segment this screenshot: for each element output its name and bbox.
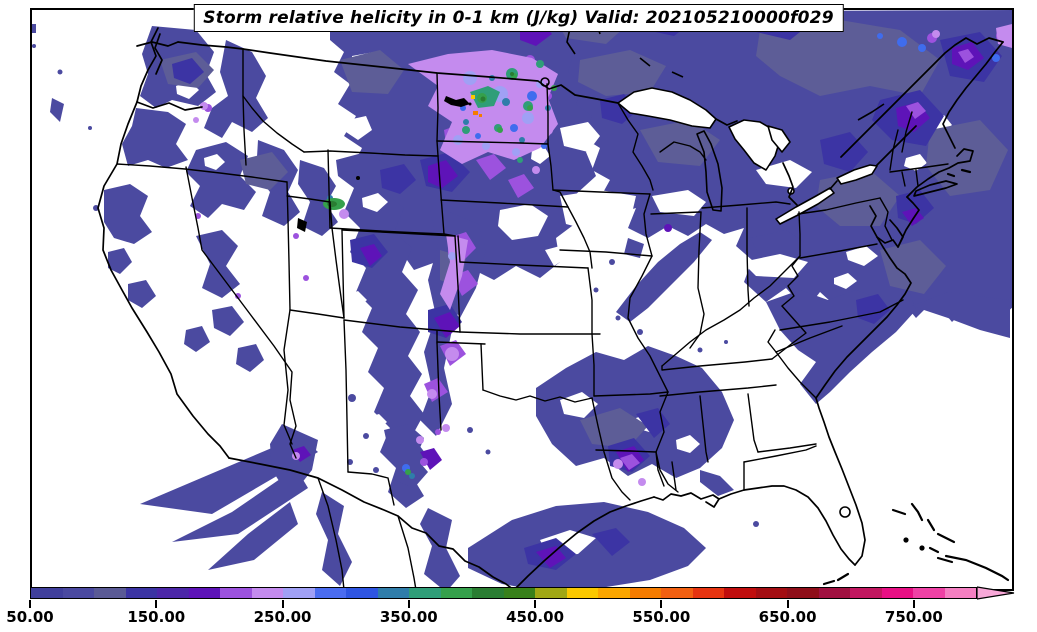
colorbar-tick-label: 350.00 bbox=[379, 608, 438, 626]
colorbar-tick bbox=[155, 600, 158, 608]
colorbar-segment bbox=[850, 588, 882, 598]
colorbar-segment bbox=[503, 588, 535, 598]
lake-okeechobee bbox=[839, 506, 851, 518]
colorbar-segment bbox=[94, 588, 126, 598]
colorbar-segment bbox=[472, 588, 504, 598]
great-lakes bbox=[617, 87, 878, 225]
colorbar-segment bbox=[188, 588, 220, 598]
colorbar-segment bbox=[818, 588, 850, 598]
colorbar-segment bbox=[535, 588, 567, 598]
colorbar-segment bbox=[251, 588, 283, 598]
colorbar-tick bbox=[29, 600, 31, 608]
lake-ontario bbox=[836, 164, 878, 185]
colorbar-segment bbox=[377, 588, 409, 598]
colorbar-segment bbox=[31, 588, 63, 598]
colorbar-tick-label: 50.00 bbox=[6, 608, 54, 626]
colorbar-segment bbox=[724, 588, 756, 598]
helicity-field bbox=[32, 9, 1013, 590]
colorbar-segment bbox=[629, 588, 661, 598]
colorbar-segment bbox=[125, 588, 157, 598]
colorbar-segment bbox=[440, 588, 472, 598]
colorbar-segment bbox=[62, 588, 94, 598]
great-salt-lake bbox=[297, 218, 307, 232]
colorbar-segment bbox=[346, 588, 378, 598]
colorbar-segment bbox=[157, 588, 189, 598]
colorbar-segment bbox=[787, 588, 819, 598]
map-title: Storm relative helicity in 0-1 km (J/kg)… bbox=[193, 4, 844, 32]
colorbar-segment bbox=[283, 588, 315, 598]
colorbar-segment bbox=[598, 588, 630, 598]
helicity-tier-275 bbox=[402, 33, 1000, 472]
colorbar-tick-label: 450.00 bbox=[506, 608, 565, 626]
colorbar-segment bbox=[220, 588, 252, 598]
lake-erie bbox=[775, 187, 835, 225]
colorbar-tick bbox=[534, 600, 537, 608]
lake-huron bbox=[728, 119, 781, 171]
colorbar-segment bbox=[314, 588, 346, 598]
colorbar-tick bbox=[912, 600, 915, 608]
georgian-bay bbox=[767, 125, 791, 153]
colorbar-segment bbox=[566, 588, 598, 598]
colorbar-segment bbox=[913, 588, 945, 598]
fort-peck-lake bbox=[444, 96, 470, 107]
coastline bbox=[97, 27, 1004, 590]
colorbar-segment bbox=[661, 588, 693, 598]
colorbar-tick bbox=[660, 600, 663, 608]
colorbar-tick-label: 250.00 bbox=[253, 608, 312, 626]
colorbar-segment bbox=[944, 588, 976, 598]
yellowstone-lake bbox=[356, 176, 360, 180]
islands bbox=[822, 168, 1010, 586]
colorbar-tick-label: 750.00 bbox=[884, 608, 943, 626]
colorbar-arrow bbox=[977, 586, 1015, 600]
colorbar-segment bbox=[692, 588, 724, 598]
colorbar-segment bbox=[409, 588, 441, 598]
colorbar-tick-label: 550.00 bbox=[632, 608, 691, 626]
helicity-maxima bbox=[471, 95, 482, 117]
colorbar-tick-label: 650.00 bbox=[758, 608, 817, 626]
colorbar-segment bbox=[755, 588, 787, 598]
colorbar-tick bbox=[407, 600, 410, 608]
state-borders bbox=[116, 48, 949, 590]
lake-michigan bbox=[696, 130, 723, 212]
colorbar-tick-label: 150.00 bbox=[127, 608, 186, 626]
colorbar-segment bbox=[881, 588, 913, 598]
colorbar-tick bbox=[786, 600, 789, 608]
colorbar bbox=[30, 587, 977, 599]
colorbar-tick bbox=[281, 600, 284, 608]
